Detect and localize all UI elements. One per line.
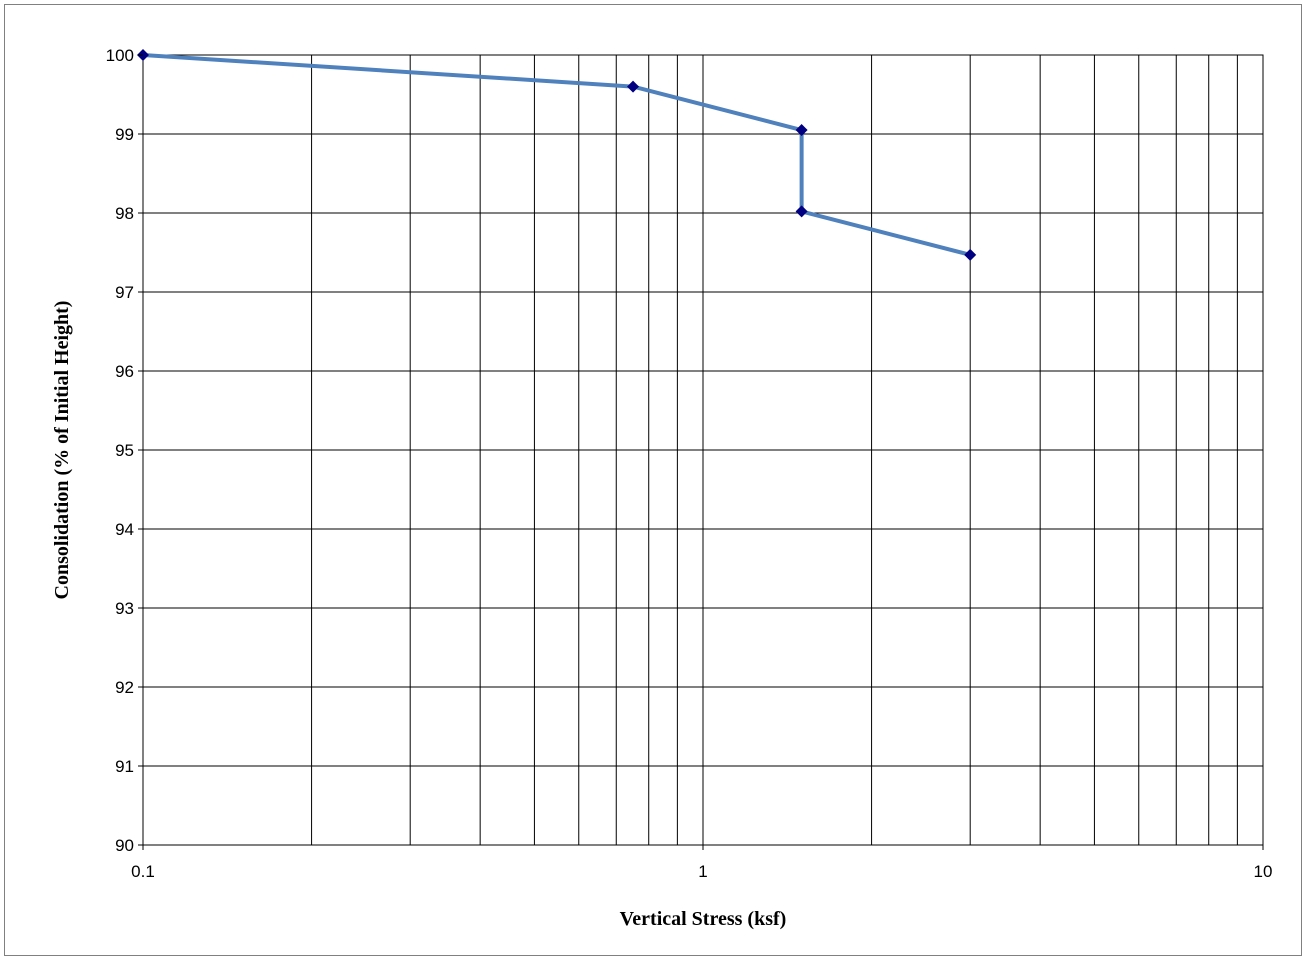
x-tick-label: 1 xyxy=(698,862,707,881)
chart-frame xyxy=(4,4,1302,956)
y-tick-label: 96 xyxy=(115,362,134,381)
y-tick-label: 92 xyxy=(115,678,134,697)
y-tick-label: 91 xyxy=(115,757,134,776)
y-tick-label: 97 xyxy=(115,283,134,302)
y-tick-label: 90 xyxy=(115,836,134,855)
y-tick-label: 98 xyxy=(115,204,134,223)
x-axis-title: Vertical Stress (ksf) xyxy=(620,908,787,930)
y-tick-label: 99 xyxy=(115,125,134,144)
data-point-marker xyxy=(627,80,640,93)
y-tick-label: 94 xyxy=(115,520,134,539)
series-line xyxy=(142,53,971,257)
x-tick-label: 10 xyxy=(1254,862,1273,881)
y-axis-title: Consolidation (% of Initial Height) xyxy=(51,301,73,600)
data-point-marker xyxy=(795,205,808,218)
x-tick-label: 0.1 xyxy=(131,862,155,881)
y-tick-label: 95 xyxy=(115,441,134,460)
y-tick-labels: 90 91 92 93 94 95 96 97 98 99 100 xyxy=(106,46,143,855)
data-point-marker xyxy=(964,248,977,261)
data-point-marker xyxy=(795,124,808,137)
y-tick-label: 93 xyxy=(115,599,134,618)
x-tick-labels: 0.1 1 10 xyxy=(131,845,1272,881)
series-layer xyxy=(137,49,977,261)
y-tick-label: 100 xyxy=(106,46,134,65)
grid-lines xyxy=(142,54,1263,846)
